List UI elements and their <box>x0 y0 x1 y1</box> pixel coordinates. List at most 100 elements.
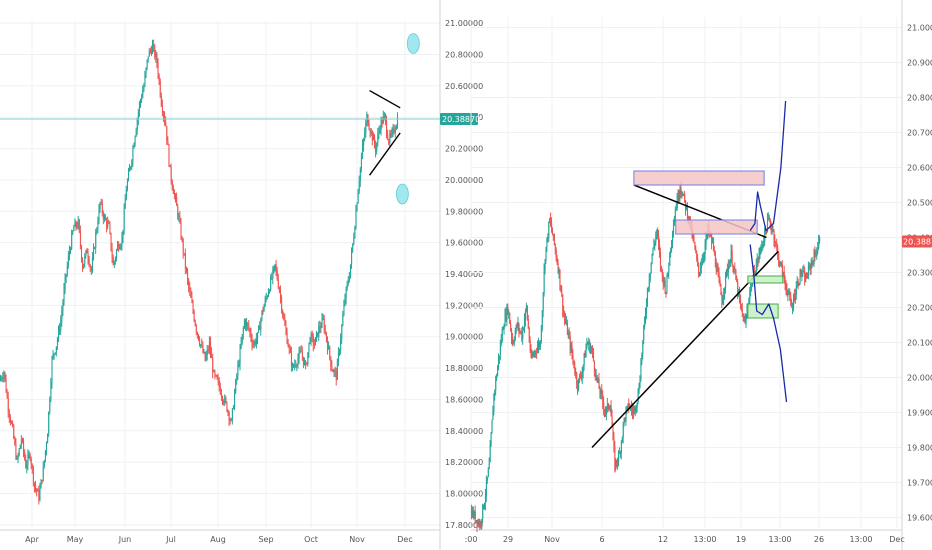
candle-body <box>508 312 510 314</box>
candle-body <box>622 423 624 438</box>
candle-body <box>799 270 801 284</box>
candle-body <box>715 265 717 273</box>
candle-body <box>580 376 582 378</box>
candle-body <box>706 234 708 237</box>
candle-body <box>369 129 371 133</box>
candle-body <box>236 375 238 380</box>
candle-body <box>254 341 256 344</box>
candle-body <box>28 454 30 456</box>
current-price-label: 20.38870 <box>903 237 932 246</box>
candle-body <box>770 225 772 231</box>
x-tick-label: Jun <box>118 535 132 544</box>
candle-body <box>306 363 308 365</box>
candle-body <box>69 251 71 256</box>
candle-body <box>777 248 779 254</box>
candle-body <box>343 304 345 316</box>
candle-body <box>563 310 565 315</box>
candle-body <box>534 351 536 355</box>
candle-body <box>84 255 86 264</box>
candle-body <box>567 333 569 335</box>
candle-body <box>307 352 309 365</box>
candle-body <box>136 119 138 130</box>
candle-body <box>539 343 541 347</box>
x-tick-label: 12 <box>658 535 668 544</box>
candle-body <box>717 268 719 274</box>
candle-body <box>576 372 578 384</box>
candle-body <box>732 265 734 270</box>
candle-body <box>666 276 668 293</box>
candle-body <box>702 258 704 260</box>
candle-body <box>547 237 549 239</box>
candle-body <box>645 313 647 320</box>
x-tick-label: 13:00 <box>768 535 791 544</box>
candle-body <box>610 406 612 416</box>
y-tick-label: 19.80000 <box>907 444 932 453</box>
candle-body <box>750 284 752 291</box>
candle-body <box>570 346 572 350</box>
candle-body <box>740 299 742 305</box>
candle-body <box>804 271 806 282</box>
candle-body <box>29 454 31 460</box>
candle-body <box>363 139 365 146</box>
y-tick-label: 18.20000 <box>445 458 483 467</box>
x-tick-label: Nov <box>544 535 560 544</box>
candle-body <box>783 272 785 280</box>
candle-body <box>296 364 298 366</box>
candle-body <box>16 458 18 460</box>
candle-body <box>94 247 96 249</box>
candle-body <box>129 168 131 172</box>
candle-body <box>374 136 376 145</box>
candle-body <box>535 351 537 353</box>
candle-body <box>192 302 194 312</box>
candle-body <box>93 248 95 259</box>
candle-body <box>595 375 597 377</box>
candle-body <box>44 450 46 461</box>
candle-body <box>287 343 289 347</box>
y-tick-label: 20.00000 <box>907 374 932 383</box>
candle-body <box>323 318 325 331</box>
candle-body <box>292 364 294 367</box>
candle-body <box>811 262 813 264</box>
candle-body <box>537 347 539 353</box>
candle-body <box>632 409 634 413</box>
candle-body <box>131 160 133 167</box>
candle-body <box>174 193 176 195</box>
candle-body <box>531 354 533 357</box>
candle-body <box>105 216 107 220</box>
candle-body <box>386 120 388 134</box>
candle-body <box>484 503 486 509</box>
candle-body <box>782 272 784 277</box>
candle-body <box>540 329 542 342</box>
candle-body <box>14 438 16 444</box>
candle-body <box>394 129 396 133</box>
candle-body <box>796 281 798 286</box>
candle-body <box>585 347 587 358</box>
candle-body <box>317 332 319 337</box>
candle-body <box>243 320 245 329</box>
candle-body <box>506 306 508 320</box>
candle-body <box>47 434 49 444</box>
candle-body <box>772 229 774 231</box>
candle-body <box>113 261 115 266</box>
candle-body <box>687 206 689 219</box>
candle-body <box>579 376 581 379</box>
candle-body <box>798 283 800 286</box>
candle-body <box>299 351 301 353</box>
y-tick-label: 19.40000 <box>445 270 483 279</box>
candle-body <box>489 445 491 463</box>
candle-body <box>390 133 392 135</box>
candle-body <box>549 218 551 223</box>
candle-body <box>86 250 88 254</box>
y-tick-label: 20.00000 <box>445 176 483 185</box>
candle-body <box>664 280 666 292</box>
candle-body <box>120 245 122 248</box>
candle-body <box>311 333 313 337</box>
candle-body <box>614 447 616 470</box>
candle-body <box>806 276 808 278</box>
x-tick-label: :00 <box>465 535 478 544</box>
y-tick-label: 20.60000 <box>445 82 483 91</box>
candle-body <box>647 287 649 290</box>
candle-body <box>12 423 14 426</box>
candle-body <box>494 390 496 395</box>
candle-body <box>335 370 337 380</box>
